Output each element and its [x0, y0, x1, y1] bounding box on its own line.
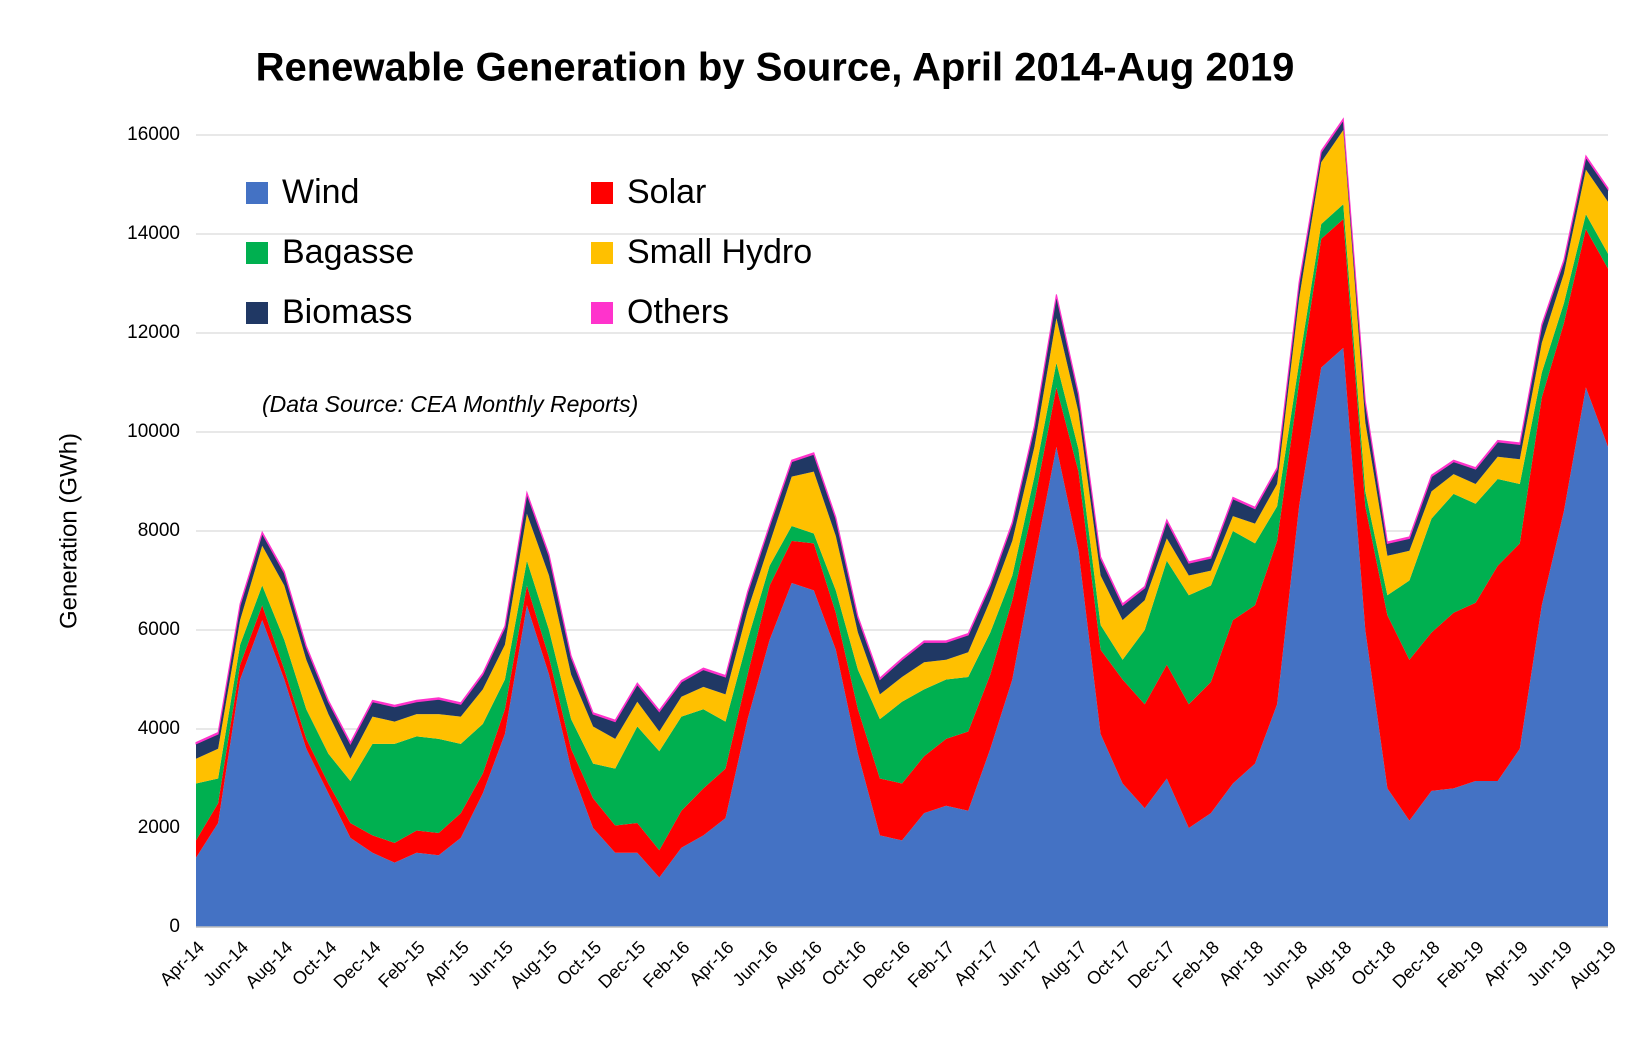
y-tick-label: 0 [169, 916, 180, 937]
x-tick-label: Dec-14 [330, 937, 385, 992]
y-tick-label: 4000 [138, 718, 180, 739]
y-axis-label: Generation (GWh) [55, 433, 82, 629]
y-tick-label: 16000 [127, 124, 180, 145]
x-tick-label: Feb-18 [1169, 937, 1223, 991]
area [196, 130, 1608, 784]
area [196, 347, 1608, 927]
x-tick-label: Apr-15 [421, 937, 473, 989]
x-tick-label: Dec-17 [1124, 937, 1179, 992]
x-tick-label: Feb-15 [374, 937, 428, 991]
y-tick-label: 6000 [138, 619, 180, 640]
y-tick-label: 14000 [127, 223, 180, 244]
x-tick-label: Dec-16 [859, 937, 914, 992]
x-tick-label: Aug-16 [771, 937, 826, 992]
y-tick-label: 2000 [138, 817, 180, 838]
x-tick-label: Aug-18 [1300, 937, 1355, 992]
x-tick-label: Apr-17 [950, 937, 1002, 989]
legend-swatch [591, 302, 613, 324]
area [196, 219, 1608, 878]
legend-swatch [246, 302, 268, 324]
y-tick-label: 12000 [127, 322, 180, 343]
x-tick-label: Apr-16 [685, 937, 737, 989]
x-tick-label: Aug-15 [506, 937, 561, 992]
legend-label: Bagasse [282, 233, 414, 271]
x-tick-label: Aug-17 [1035, 937, 1090, 992]
x-tick-label: Aug-14 [241, 937, 296, 992]
annotation: (Data Source: CEA Monthly Reports) [262, 391, 638, 417]
legend-swatch [246, 242, 268, 264]
x-tick-label: Dec-18 [1389, 937, 1444, 992]
area [195, 117, 1609, 745]
legend-label: Biomass [282, 293, 412, 331]
x-tick-label: Feb-17 [904, 937, 958, 991]
legend-swatch [246, 182, 268, 204]
chart-title: Renewable Generation by Source, April 20… [256, 46, 1295, 90]
x-tick-label: Apr-18 [1215, 937, 1267, 989]
legend-label: Small Hydro [627, 233, 812, 271]
x-tick-label: Apr-14 [156, 937, 208, 989]
legend-label: Wind [282, 173, 359, 211]
legend-swatch [591, 242, 613, 264]
y-tick-label: 8000 [138, 520, 180, 541]
x-tick-label: Aug-19 [1565, 937, 1620, 992]
y-tick-label: 10000 [127, 421, 180, 442]
x-tick-label: Feb-19 [1433, 937, 1487, 991]
legend-label: Others [627, 293, 729, 331]
x-tick-label: Apr-19 [1480, 937, 1532, 989]
legend-swatch [591, 182, 613, 204]
x-tick-label: Dec-15 [594, 937, 649, 992]
legend-label: Solar [627, 173, 706, 211]
x-tick-label: Feb-16 [639, 937, 693, 991]
area [196, 204, 1608, 851]
